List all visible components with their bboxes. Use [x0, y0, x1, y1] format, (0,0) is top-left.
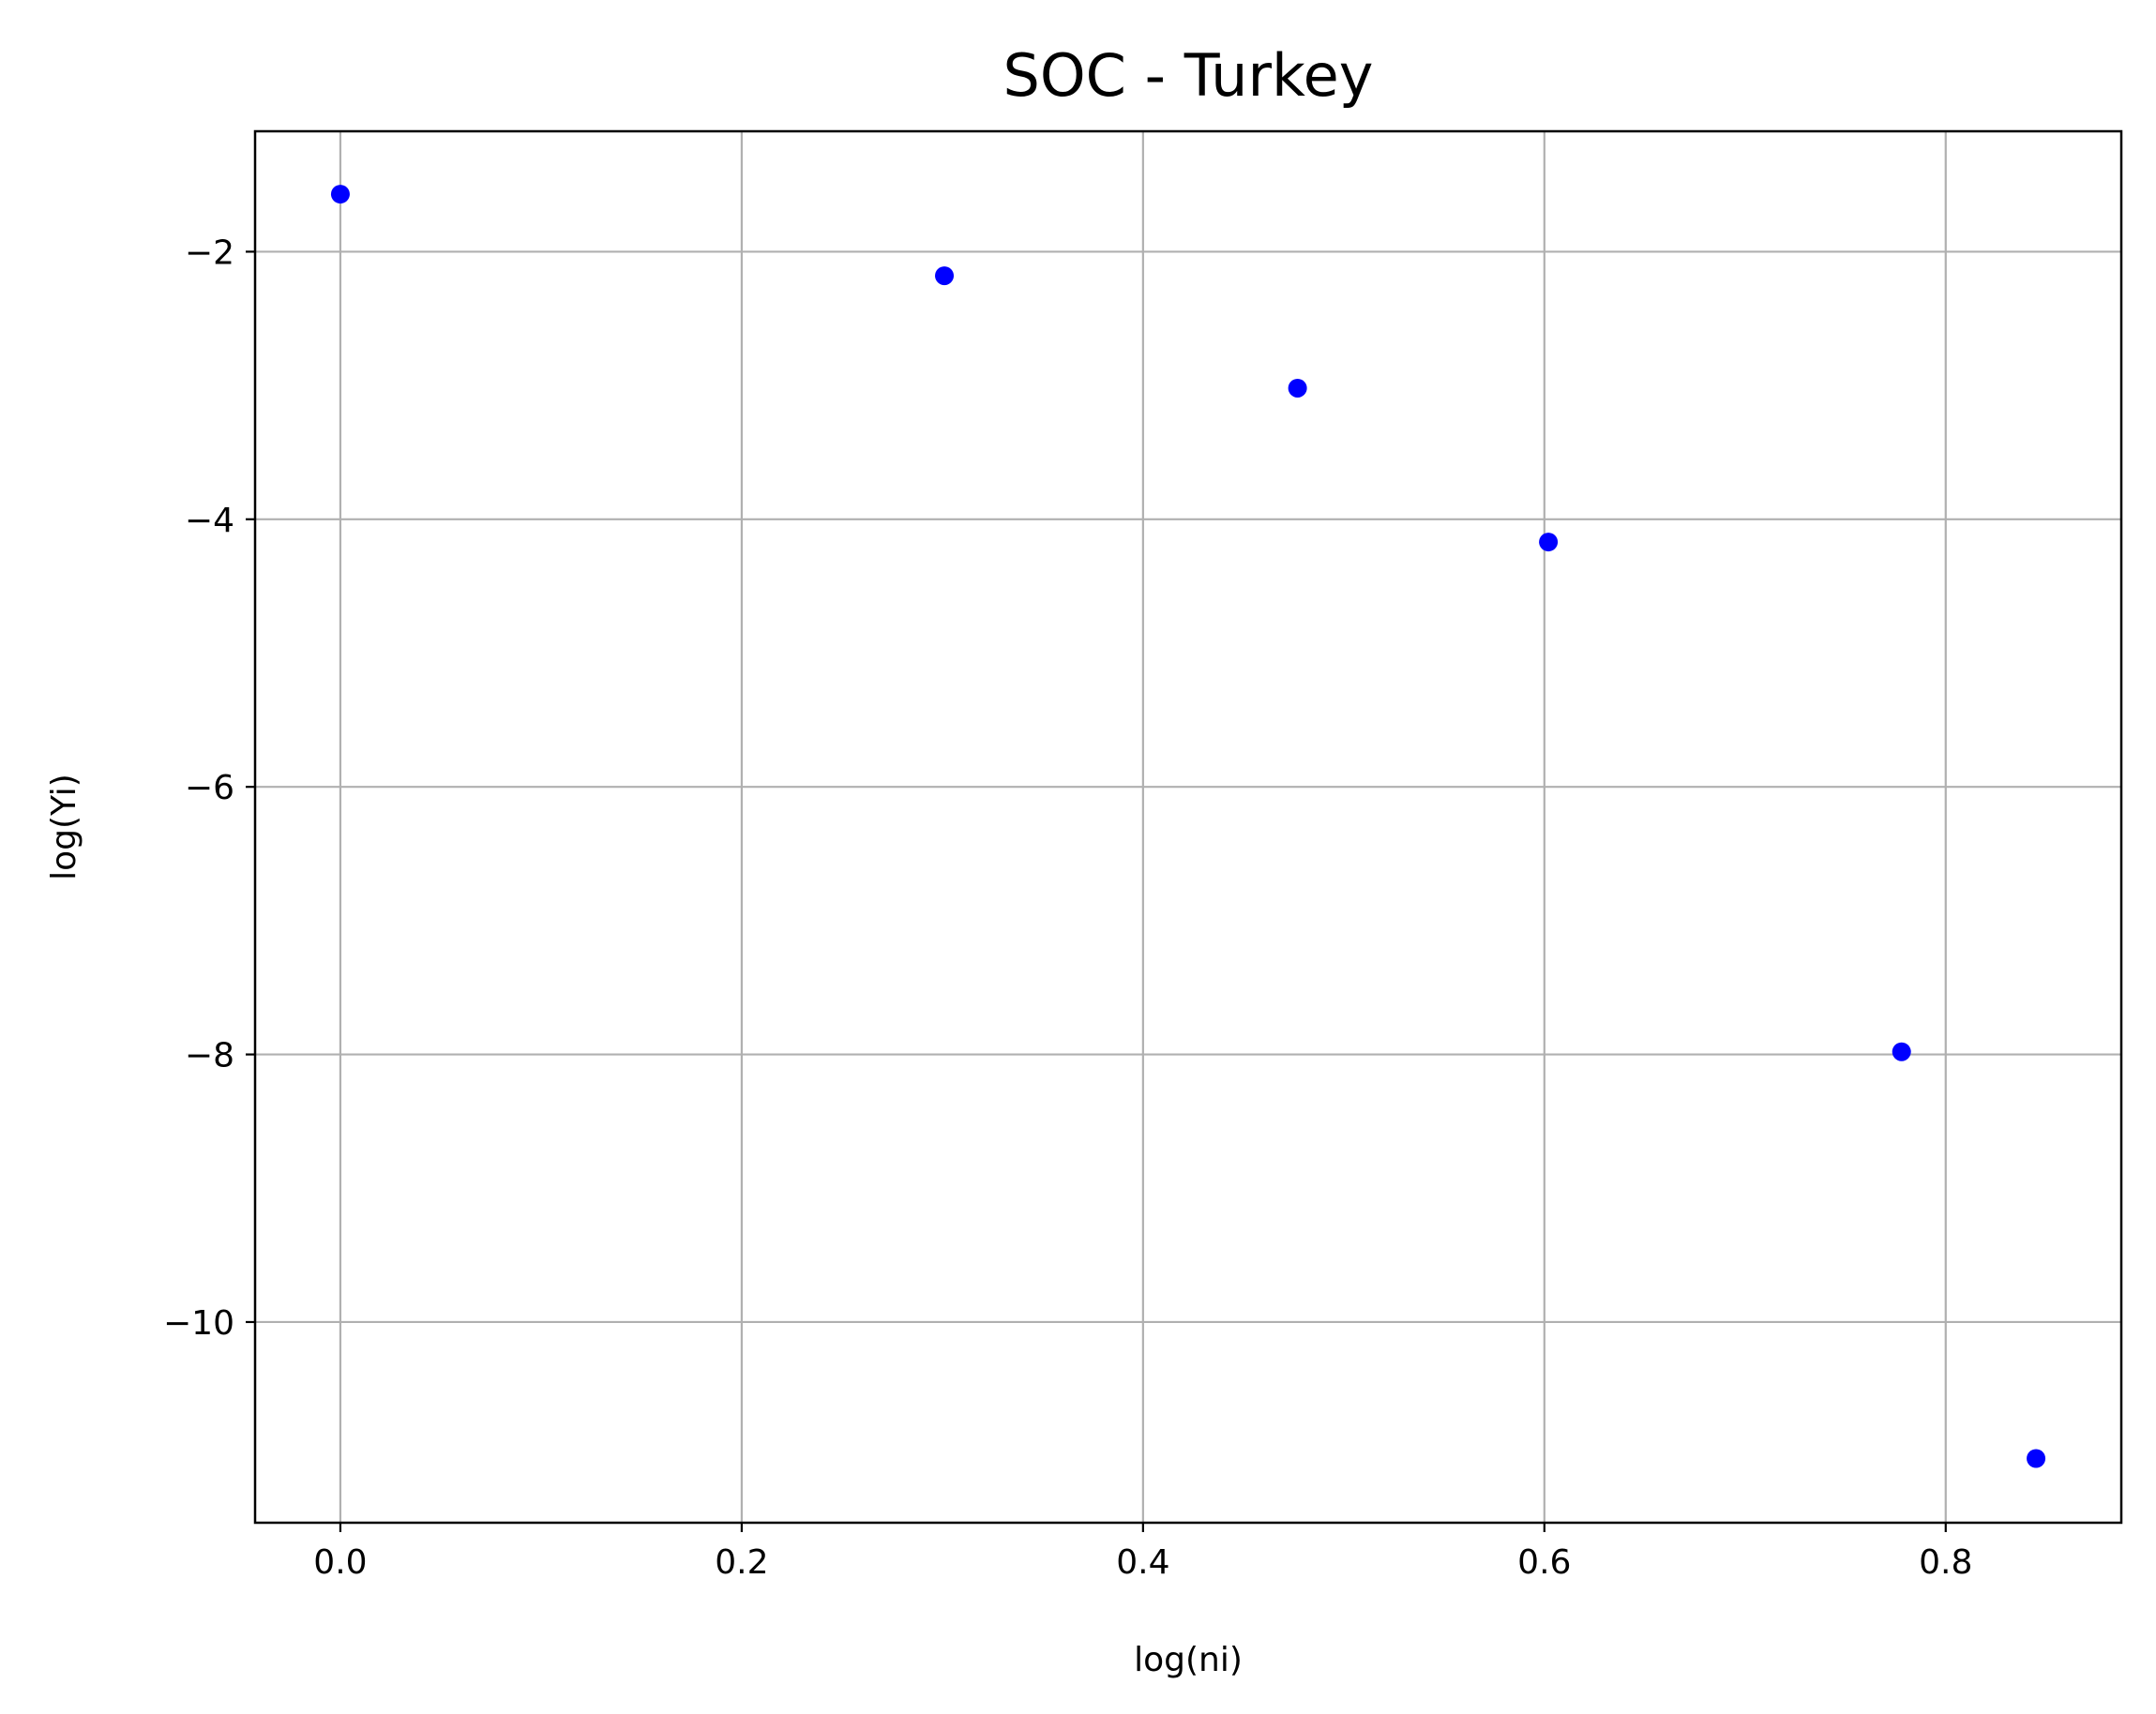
x-tick-label: 0.0 — [313, 1543, 367, 1582]
y-tick-label: −4 — [185, 502, 234, 540]
data-points — [330, 185, 2046, 1468]
axis-ticks: 0.0 0.2 0.4 0.6 0.8 −2 −4 −6 −8 −10 — [163, 233, 1972, 1582]
y-tick-label: −10 — [163, 1304, 234, 1343]
y-axis-label: log(Yi) — [45, 774, 83, 880]
data-point — [1892, 1042, 1911, 1061]
data-point — [330, 185, 350, 204]
x-tick-label: 0.4 — [1116, 1543, 1169, 1582]
y-tick-label: −2 — [185, 233, 234, 272]
plot-frame — [253, 129, 2123, 1525]
data-point — [1539, 533, 1559, 552]
data-point — [2027, 1449, 2046, 1468]
data-point — [1288, 378, 1307, 398]
grid — [255, 131, 2121, 1523]
y-tick-label: −8 — [185, 1037, 234, 1075]
x-tick-label: 0.8 — [1919, 1543, 1972, 1582]
x-tick-label: 0.6 — [1517, 1543, 1571, 1582]
data-point — [935, 266, 955, 286]
x-tick-label: 0.2 — [715, 1543, 768, 1582]
y-tick-label: −6 — [185, 769, 234, 807]
x-axis-label: log(ni) — [1134, 1641, 1243, 1679]
chart-title: SOC - Turkey — [1003, 41, 1373, 110]
